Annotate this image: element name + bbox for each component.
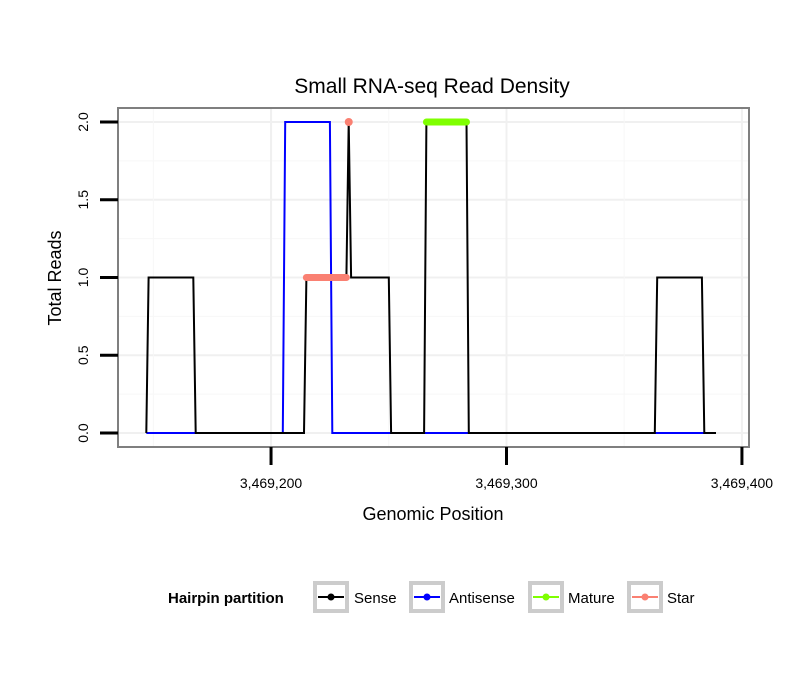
x-axis-label: Genomic Position xyxy=(362,504,503,524)
x-tick-label: 3,469,400 xyxy=(711,475,773,491)
legend-title: Hairpin partition xyxy=(168,590,284,607)
legend: Hairpin partition Sense Antisense Mature St… xyxy=(168,581,695,613)
y-tick-label: 0.0 xyxy=(75,423,91,443)
legend-key-point-mature xyxy=(542,593,550,601)
chart-title: Small RNA-seq Read Density xyxy=(294,75,570,98)
x-tick-label: 3,469,200 xyxy=(240,475,302,491)
legend-key-point-star xyxy=(641,593,649,601)
legend-label-mature: Mature xyxy=(568,590,615,607)
y-tick-label: 2.0 xyxy=(75,112,91,132)
y-tick-label: 1.0 xyxy=(75,268,91,288)
sense-series-line xyxy=(145,121,716,434)
y-axis-label: Total Reads xyxy=(45,230,65,325)
y-tick-label: 0.5 xyxy=(75,345,91,365)
y-tick-label: 1.5 xyxy=(75,190,91,210)
legend-label-antisense: Antisense xyxy=(449,590,515,607)
legend-key-point-antisense xyxy=(423,593,431,601)
legend-key-point-sense xyxy=(327,593,335,601)
star-marker xyxy=(344,117,353,126)
x-axis: 3,469,200 3,469,300 3,469,400 xyxy=(240,447,773,491)
y-axis: 0.0 0.5 1.0 1.5 2.0 xyxy=(75,112,118,443)
legend-label-sense: Sense xyxy=(354,590,397,607)
series-layer xyxy=(145,117,716,434)
legend-label-star: Star xyxy=(667,590,695,607)
x-tick-label: 3,469,300 xyxy=(475,475,537,491)
